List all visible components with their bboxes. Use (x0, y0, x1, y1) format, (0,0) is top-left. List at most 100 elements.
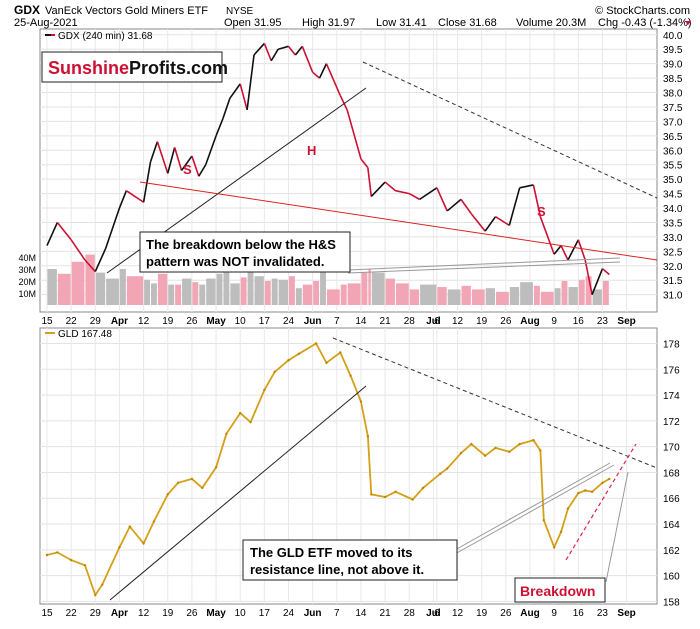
volume-bar (409, 289, 420, 305)
y-tick-label: 168 (663, 468, 680, 479)
gdx-price-segment (204, 135, 217, 165)
volume-bar (240, 277, 247, 305)
gld-price-point (359, 400, 363, 403)
volume-bar (199, 284, 206, 305)
gld-price-point (394, 490, 397, 493)
volume-tick-label: 10M (18, 289, 36, 299)
volume-tick-label: 20M (18, 277, 36, 287)
gld-price-point (201, 486, 204, 490)
gdx-price-segment (460, 198, 473, 215)
chg-label: Chg (598, 17, 618, 29)
low-value: 31.41 (399, 17, 427, 29)
volume-bar (126, 276, 144, 305)
gld-price-point (577, 491, 580, 495)
gld-price-point (590, 490, 594, 493)
gld-annotation-pointer-b (454, 464, 615, 555)
svg-text:Open 31.95: Open 31.95 (224, 17, 282, 29)
watermark-box (41, 51, 223, 83)
low-label: Low (376, 17, 396, 29)
volume-bar (192, 282, 199, 305)
volume-bar (602, 281, 609, 305)
header-name: VanEck Vectors Gold Miners ETF (45, 5, 208, 17)
gdx-price-series (46, 42, 610, 295)
gdx-price-segment (346, 109, 362, 160)
gdx-legend-text: GDX (240 min) 31.68 (58, 31, 153, 42)
gld-price-point (214, 466, 218, 469)
x-tick-label: 14 (355, 608, 367, 619)
gld-price-point (470, 442, 473, 446)
gdx-price-segment (156, 141, 169, 174)
gld-price-point (552, 546, 556, 549)
volume-bar (520, 282, 533, 305)
y-tick-label: 166 (663, 494, 680, 505)
gld-price-point (608, 477, 611, 481)
gld-price-point (339, 351, 342, 354)
gld-legend: GLD 167.48 (45, 329, 112, 340)
chg-value: -0.43 (-1.34%) (621, 17, 691, 29)
volume-bar (157, 273, 168, 305)
gld-price-point (383, 495, 387, 499)
x-tick-label: 12 (138, 316, 150, 327)
gld-price-point (176, 481, 180, 484)
header-symbol: GDX (14, 3, 40, 17)
breakdown-box (514, 577, 606, 603)
volume-bar (119, 269, 126, 305)
volume-bar (361, 272, 368, 305)
gld-price-line (46, 342, 610, 598)
gld-price-point (446, 467, 449, 470)
gdx-annotation-box (139, 231, 351, 273)
breakdown-pointer (605, 471, 629, 583)
gld-legend-text: GLD 167.48 (58, 329, 112, 340)
y-tick-label: 36.5 (663, 132, 683, 143)
gdx-price-segment (263, 43, 272, 62)
volume-bar (385, 278, 395, 305)
gld-price-point (239, 411, 242, 415)
x-tick-label: Jul (426, 316, 441, 327)
gdx-price-segment (553, 245, 562, 255)
gld-price-point (325, 361, 328, 365)
volume-bar (395, 283, 409, 305)
gld-price-point (249, 420, 252, 424)
volume-bar (175, 284, 182, 305)
y-tick-label: 37.5 (663, 103, 683, 114)
breakdown-label: Breakdown (520, 583, 595, 599)
header-ohlc: Open 31.95 High 31.97 Low 31.41 Close 31… (224, 17, 692, 29)
volume-bar (461, 285, 471, 305)
gdx-price-segment (339, 95, 348, 111)
x-tick-label: 17 (259, 608, 271, 619)
gdx-neckline (139, 181, 658, 261)
volume-bar (533, 285, 540, 305)
watermark-profits: Profits.com (129, 58, 228, 78)
gld-price-point (601, 481, 604, 484)
volume-bar (302, 284, 313, 305)
header-exchange: NYSE (226, 6, 254, 17)
gdx-resistance-dashed (362, 61, 658, 199)
gld-price-point (518, 442, 521, 446)
x-tick-label: Aug (520, 316, 539, 327)
watermark-sunshine: SunshineProfits.com (48, 58, 228, 78)
gld-price-series (45, 342, 611, 598)
volume-bar (371, 272, 385, 305)
gld-price-point (542, 518, 545, 522)
volume-tick-label: 30M (18, 265, 36, 275)
svg-text:Low 31.41: Low 31.41 (376, 17, 427, 29)
y-tick-label: 34.0 (663, 204, 683, 215)
x-tick-label: May (206, 608, 226, 619)
svg-text:Volume 20.3M: Volume 20.3M (516, 17, 586, 29)
gld-price-point (421, 486, 425, 490)
gld-price-point (225, 432, 228, 435)
x-tick-label: 10 (235, 608, 247, 619)
volume-bar (57, 273, 71, 305)
gdx-price-segment (239, 83, 248, 111)
volume-bar (368, 269, 371, 305)
gld-price-point (287, 359, 290, 362)
gdx-price-segment (46, 222, 59, 246)
y-tick-label: 35.5 (663, 161, 683, 172)
gdx-price-segment (560, 245, 569, 261)
gdx-price-segment (301, 46, 314, 73)
volume-bar (230, 283, 240, 305)
gdx-legend: GDX (240 min) 31.68 (45, 31, 153, 42)
high-label: High (302, 17, 325, 29)
gdx-price-segment (470, 213, 486, 232)
